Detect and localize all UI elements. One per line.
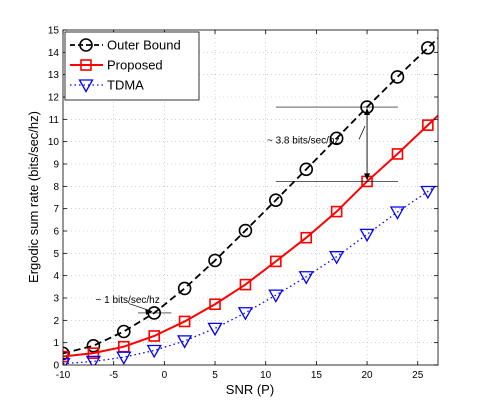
data-point-tdma [268,289,284,303]
x-tick-label: 20 [361,370,373,381]
data-point-proposed [330,205,343,218]
data-point-tdma [298,271,314,285]
data-point-outer-bound [390,70,405,84]
data-point-tdma [420,185,436,200]
data-point-outer-bound [269,193,283,207]
data-point-outer-bound [238,223,253,238]
data-point-outer-bound [299,162,314,177]
data-point-proposed [391,148,404,160]
y-tick-label: 1 [53,338,59,349]
data-point-proposed [209,298,221,311]
plot-frame [62,29,439,366]
y-tick-label: 3 [53,294,59,305]
annotation-small-gap-label: ~ 1 bits/sec/hz [96,295,160,306]
legend-marker-outer-bound [79,38,93,52]
y-axis-label: Ergodic sum rate (bits/sec/hz) [26,111,41,283]
y-tick-label: 4 [53,271,59,282]
y-tick-label: 10 [48,137,60,148]
data-point-outer-bound [208,253,222,268]
x-axis-label: SNR (P) [226,382,274,397]
y-tick-label: 7 [53,204,59,215]
data-point-tdma [177,335,193,349]
gap-arrow-head-up [364,108,371,116]
data-point-tdma [116,351,132,365]
data-point-tdma [237,307,254,321]
y-tick-label: 14 [48,48,60,59]
x-tick-label: 25 [412,370,424,381]
x-tick-label: 0 [162,370,168,381]
x-tick-label: 5 [212,370,218,381]
annotation-gap-pointer [358,125,366,140]
legend-label-tdma: TDMA [107,78,144,93]
data-point-proposed [178,315,191,328]
y-tick-label: 6 [53,227,59,238]
x-tick-label: 15 [311,370,323,381]
y-tick-label: 5 [53,249,59,260]
data-point-tdma [389,206,406,220]
y-tick-label: 2 [53,316,59,327]
data-point-outer-bound [177,281,192,296]
legend-marker-proposed [80,59,92,71]
data-point-outer-bound [421,41,435,55]
data-point-proposed [270,255,282,268]
data-point-proposed [422,119,434,131]
small-gap-arrow-head [145,308,153,315]
data-point-outer-bound [117,324,131,339]
y-tick-label: 9 [53,160,59,171]
y-tick-label: 13 [48,70,60,81]
data-point-proposed [63,350,69,363]
legend-label-outer-bound: Outer Bound [107,38,181,53]
legend-marker-tdma [78,79,94,93]
small-gap-pointer [128,303,153,312]
x-tick-label: -5 [109,370,118,381]
annotation-layer: ~ 3.8 bits/sec/hz ~ 1 bits/sec/hz [96,106,398,315]
y-tick-label: 15 [48,26,60,37]
gap-arrow-head-down [364,173,371,181]
y-tick-label: 8 [53,182,59,193]
data-point-outer-bound [63,346,70,361]
data-point-tdma [63,358,71,365]
y-tick-label: 12 [48,93,60,104]
data-point-tdma [85,355,102,365]
data-point-outer-bound [329,131,344,146]
data-point-tdma [207,322,223,337]
data-point-proposed [148,330,161,342]
data-point-outer-bound [86,338,101,353]
x-tick-label: 10 [260,370,272,381]
annotation-gap-label: ~ 3.8 bits/sec/hz [267,135,340,146]
legend: Outer Bound Proposed TDMA [64,31,200,101]
data-point-proposed [300,231,313,244]
x-tick-label: -10 [56,370,71,381]
data-point-tdma [146,344,162,359]
y-tick-label: 0 [53,361,59,372]
data-point-proposed [239,278,252,291]
data-point-tdma [329,251,345,265]
data-point-proposed [87,347,100,359]
legend-label-proposed: Proposed [107,58,163,73]
data-point-tdma [359,228,375,243]
y-tick-label: 11 [49,115,60,126]
